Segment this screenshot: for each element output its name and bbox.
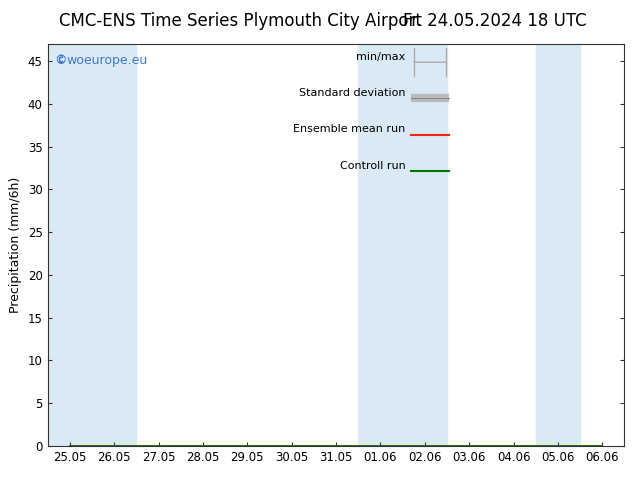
Text: CMC-ENS Time Series Plymouth City Airport: CMC-ENS Time Series Plymouth City Airpor…	[60, 12, 422, 30]
Text: Ensemble mean run: Ensemble mean run	[293, 124, 405, 134]
Text: ©: ©	[55, 54, 67, 67]
Bar	[48, 44, 136, 446]
Text: Standard deviation: Standard deviation	[299, 88, 405, 98]
Y-axis label: Precipitation (mm/6h): Precipitation (mm/6h)	[10, 177, 22, 313]
Bar	[358, 44, 447, 446]
Text: min/max: min/max	[356, 52, 405, 62]
Bar	[536, 44, 580, 446]
Text: Controll run: Controll run	[339, 161, 405, 171]
Text: Fr. 24.05.2024 18 UTC: Fr. 24.05.2024 18 UTC	[403, 12, 586, 30]
Text: woeurope.eu: woeurope.eu	[67, 54, 148, 67]
